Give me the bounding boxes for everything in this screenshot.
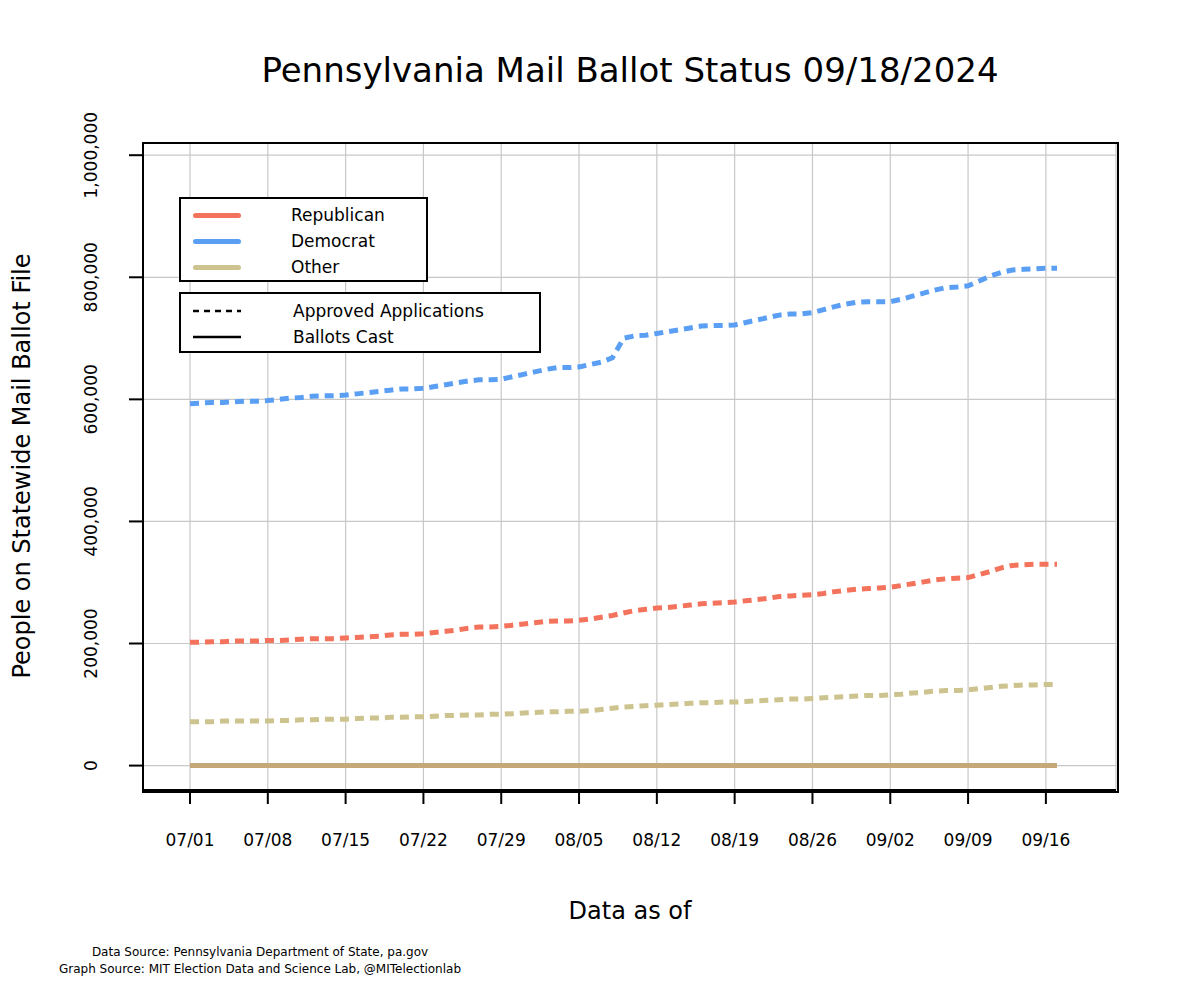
svg-text:09/16: 09/16 — [1021, 830, 1070, 850]
html-text:Ballots Cast: Ballots Cast — [293, 327, 394, 347]
svg-text:07/01: 07/01 — [166, 830, 215, 850]
svg-text:07/22: 07/22 — [399, 830, 448, 850]
svg-text:09/09: 09/09 — [944, 830, 993, 850]
svg-text:600,000: 600,000 — [81, 364, 101, 434]
html-text:People on Statewide Mail Ballo: People on Statewide Mail Ballot File — [8, 253, 36, 679]
svg-text:1,000,000: 1,000,000 — [81, 112, 101, 199]
svg-text:09/02: 09/02 — [866, 830, 915, 850]
html-text:Data Source: Pennsylvania Depa: Data Source: Pennsylvania Department of … — [91, 945, 429, 959]
html-text:Republican: Republican — [291, 205, 385, 225]
svg-text:08/12: 08/12 — [632, 830, 681, 850]
svg-text:400,000: 400,000 — [81, 486, 101, 556]
svg-text:08/05: 08/05 — [555, 830, 604, 850]
html-text:Democrat: Democrat — [291, 231, 375, 251]
svg-text:07/08: 07/08 — [243, 830, 292, 850]
svg-text:800,000: 800,000 — [81, 242, 101, 312]
html-text:Data as of: Data as of — [568, 897, 692, 925]
svg-text:200,000: 200,000 — [81, 608, 101, 678]
html-text:Approved Applications: Approved Applications — [293, 301, 484, 321]
html-text:Other: Other — [291, 257, 340, 277]
svg-text:08/26: 08/26 — [788, 830, 837, 850]
svg-text:07/29: 07/29 — [477, 830, 526, 850]
html-text:Pennsylvania Mail Ballot Statu: Pennsylvania Mail Ballot Status 09/18/20… — [261, 50, 999, 90]
svg-text:08/19: 08/19 — [710, 830, 759, 850]
svg-text:07/15: 07/15 — [321, 830, 370, 850]
html-text:Graph Source: MIT Election Dat: Graph Source: MIT Election Data and Scie… — [59, 962, 461, 976]
svg-text:0: 0 — [81, 760, 101, 771]
